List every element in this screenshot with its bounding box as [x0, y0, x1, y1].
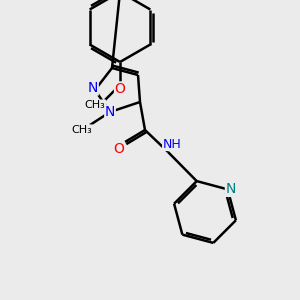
Text: CH₃: CH₃: [72, 125, 92, 135]
Text: N: N: [88, 81, 98, 95]
Text: O: O: [114, 142, 124, 156]
Text: N: N: [225, 182, 236, 197]
Text: N: N: [105, 105, 115, 119]
Text: NH: NH: [163, 137, 182, 151]
Text: O: O: [115, 82, 125, 96]
Text: CH₃: CH₃: [85, 100, 105, 110]
